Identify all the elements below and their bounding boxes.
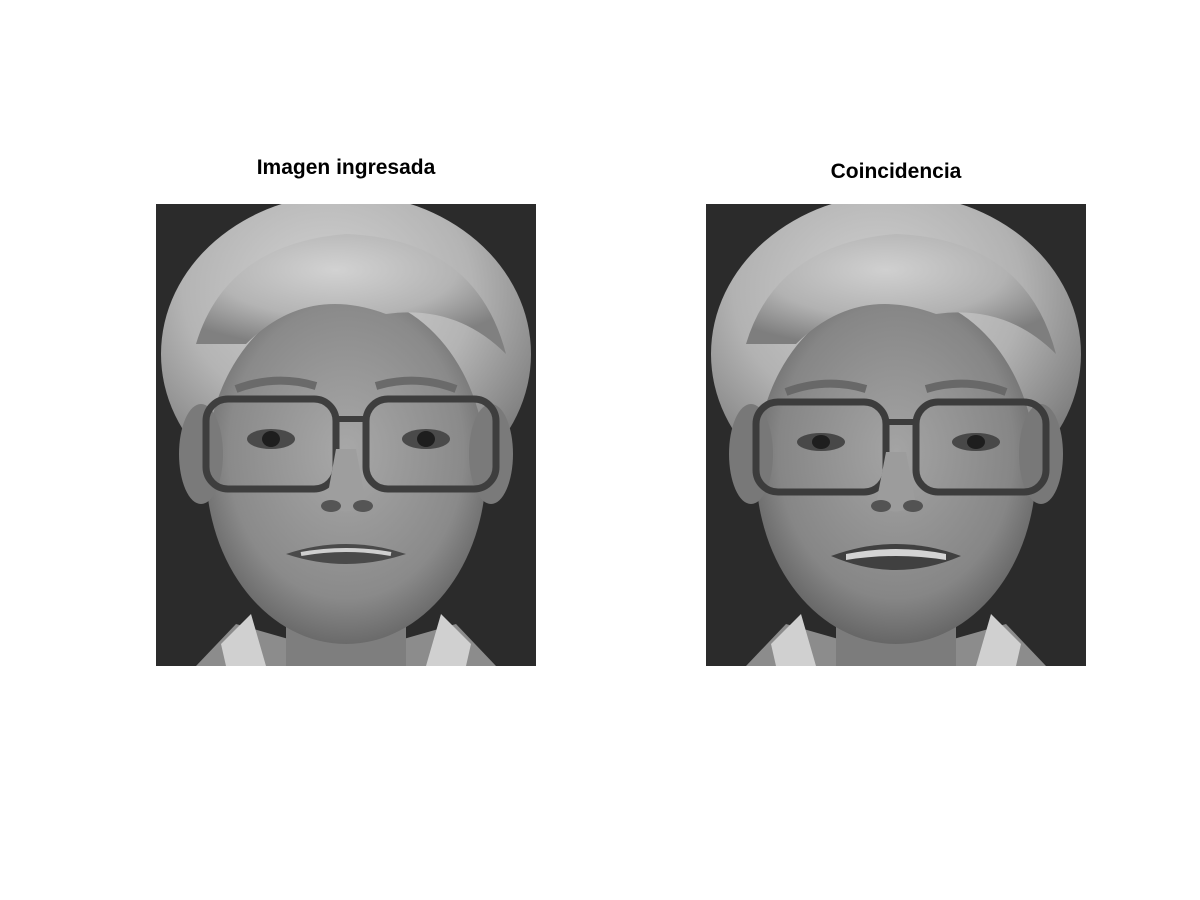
face-photo-left	[156, 204, 536, 666]
match-image-title: Coincidencia	[830, 160, 962, 183]
input-image-title: Imagen ingresada	[256, 156, 436, 179]
face-photo-right	[706, 204, 1086, 666]
input-face-image	[156, 204, 536, 666]
match-face-image	[706, 204, 1086, 666]
